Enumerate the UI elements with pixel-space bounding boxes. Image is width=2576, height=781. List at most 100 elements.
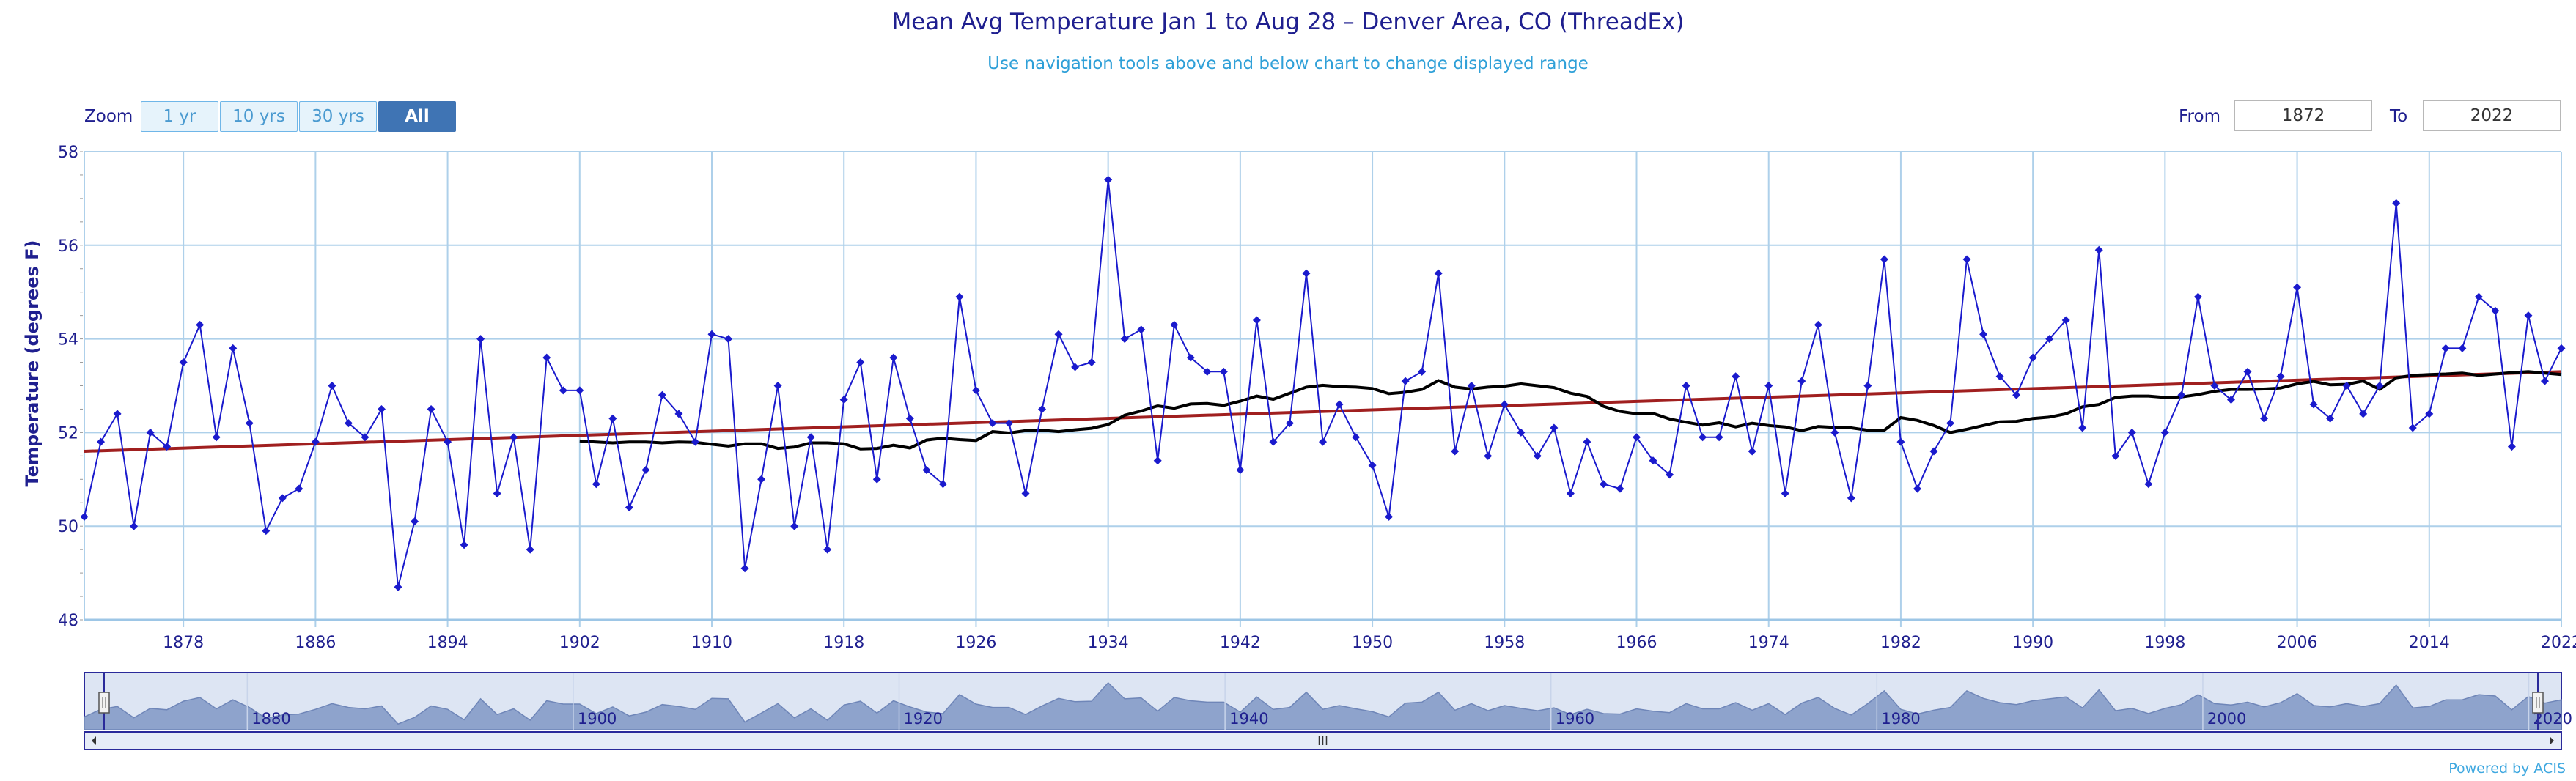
- scroll-left-arrow-icon[interactable]: [92, 736, 96, 745]
- data-point-1960: [1533, 451, 1542, 460]
- zoom-1yr-button[interactable]: 1 yr: [141, 101, 218, 132]
- data-point-2009: [2342, 382, 2351, 390]
- data-point-1975: [1781, 489, 1789, 497]
- data-point-1910: [707, 330, 716, 338]
- data-point-1882: [245, 419, 254, 428]
- navigator-handle-right[interactable]: [2532, 692, 2544, 714]
- data-point-1902: [575, 386, 584, 395]
- x-tick-label: 1950: [1352, 634, 1393, 652]
- data-point-1986: [1962, 255, 1971, 264]
- data-point-1981: [1880, 255, 1888, 264]
- data-point-1942: [1236, 466, 1245, 475]
- data-point-1880: [212, 433, 221, 442]
- data-point-2021: [2540, 377, 2549, 385]
- data-point-1935: [1120, 335, 1129, 344]
- data-point-2012: [2392, 199, 2401, 207]
- data-point-1893: [427, 404, 435, 413]
- data-point-1905: [625, 503, 633, 512]
- data-point-1899: [526, 545, 534, 554]
- data-point-1878: [179, 358, 188, 367]
- zoom-all-button[interactable]: All: [378, 101, 456, 132]
- data-point-1906: [641, 466, 650, 475]
- x-tick-label: 1894: [427, 634, 468, 652]
- navigator-year-label: 1940: [1229, 710, 1268, 728]
- data-point-1946: [1302, 269, 1311, 278]
- navigator-scrollbar[interactable]: [84, 731, 2562, 750]
- data-point-1892: [411, 517, 419, 526]
- scroll-right-arrow-icon[interactable]: [2550, 736, 2554, 745]
- data-point-1940: [1203, 367, 1212, 376]
- data-point-1958: [1500, 400, 1509, 409]
- data-point-1970: [1699, 433, 1707, 442]
- data-point-1972: [1732, 372, 1740, 381]
- data-point-2000: [2193, 292, 2202, 301]
- data-point-1922: [905, 414, 914, 423]
- data-point-1992: [2061, 316, 2070, 325]
- x-tick-label: 1934: [1088, 634, 1129, 652]
- to-date-input[interactable]: 2022: [2423, 100, 2561, 131]
- data-point-1990: [2028, 353, 2037, 362]
- data-point-1890: [377, 404, 386, 413]
- data-point-2001: [2210, 382, 2219, 390]
- data-point-1984: [1929, 447, 1938, 456]
- y-tick-label: 52: [58, 424, 78, 443]
- data-point-1898: [509, 433, 518, 442]
- grid-layer: [80, 151, 2562, 627]
- data-point-1953: [1418, 367, 1427, 376]
- data-point-1936: [1137, 325, 1146, 334]
- data-point-1879: [196, 320, 205, 329]
- data-point-1991: [2045, 335, 2054, 344]
- data-point-1979: [1847, 494, 1855, 503]
- data-point-1937: [1153, 456, 1162, 465]
- credit-link[interactable]: Powered by ACIS: [2448, 760, 2566, 777]
- data-point-1983: [1913, 484, 1921, 493]
- data-point-1961: [1550, 423, 1559, 432]
- zoom-label: Zoom: [84, 107, 133, 126]
- data-point-2005: [2276, 372, 2285, 381]
- data-point-1951: [1385, 512, 1394, 521]
- data-point-1962: [1566, 489, 1575, 497]
- data-point-1907: [658, 390, 666, 399]
- data-point-1928: [1004, 419, 1013, 428]
- data-point-1916: [806, 433, 815, 442]
- data-point-1913: [757, 475, 766, 484]
- data-point-2018: [2491, 306, 2500, 315]
- data-point-1924: [938, 480, 947, 489]
- x-tick-label: 1990: [2012, 634, 2053, 652]
- data-point-1908: [674, 410, 683, 418]
- x-tick-label: 2006: [2277, 634, 2318, 652]
- data-point-1938: [1170, 320, 1179, 329]
- data-point-1920: [872, 475, 881, 484]
- data-point-1918: [839, 396, 848, 404]
- zoom-30yrs-button[interactable]: 30 yrs: [299, 101, 377, 132]
- navigator-year-label: 1960: [1556, 710, 1594, 728]
- data-point-1945: [1285, 419, 1294, 428]
- data-point-2020: [2524, 311, 2533, 320]
- x-tick-label: 1998: [2144, 634, 2185, 652]
- from-date-input[interactable]: 1872: [2234, 100, 2372, 131]
- navigator-area: [84, 681, 2562, 730]
- zoom-10yrs-button[interactable]: 10 yrs: [220, 101, 298, 132]
- data-point-1943: [1252, 316, 1261, 325]
- navigator-year-label: 1980: [1881, 710, 1920, 728]
- navigator-year-label: 1900: [578, 710, 617, 728]
- data-point-1978: [1830, 428, 1839, 437]
- data-point-1876: [146, 428, 155, 437]
- x-tick-label: 1966: [1616, 634, 1657, 652]
- y-tick-label: 54: [58, 331, 78, 349]
- mean-layer: [579, 370, 2562, 451]
- navigator[interactable]: 1880 1900 1920 1940 1960 1980 2000 2020: [84, 672, 2572, 750]
- x-tick-label: 1918: [823, 634, 864, 652]
- data-point-1912: [740, 564, 749, 573]
- data-point-1897: [493, 489, 501, 497]
- navigator-handle-left[interactable]: [98, 692, 110, 714]
- data-point-1999: [2177, 390, 2186, 399]
- data-point-2016: [2458, 344, 2467, 352]
- data-point-1896: [476, 335, 485, 344]
- data-point-2006: [2293, 283, 2302, 292]
- data-point-1885: [295, 484, 303, 493]
- data-point-1974: [1764, 382, 1773, 390]
- data-point-2015: [2441, 344, 2450, 352]
- data-point-2014: [2425, 410, 2434, 418]
